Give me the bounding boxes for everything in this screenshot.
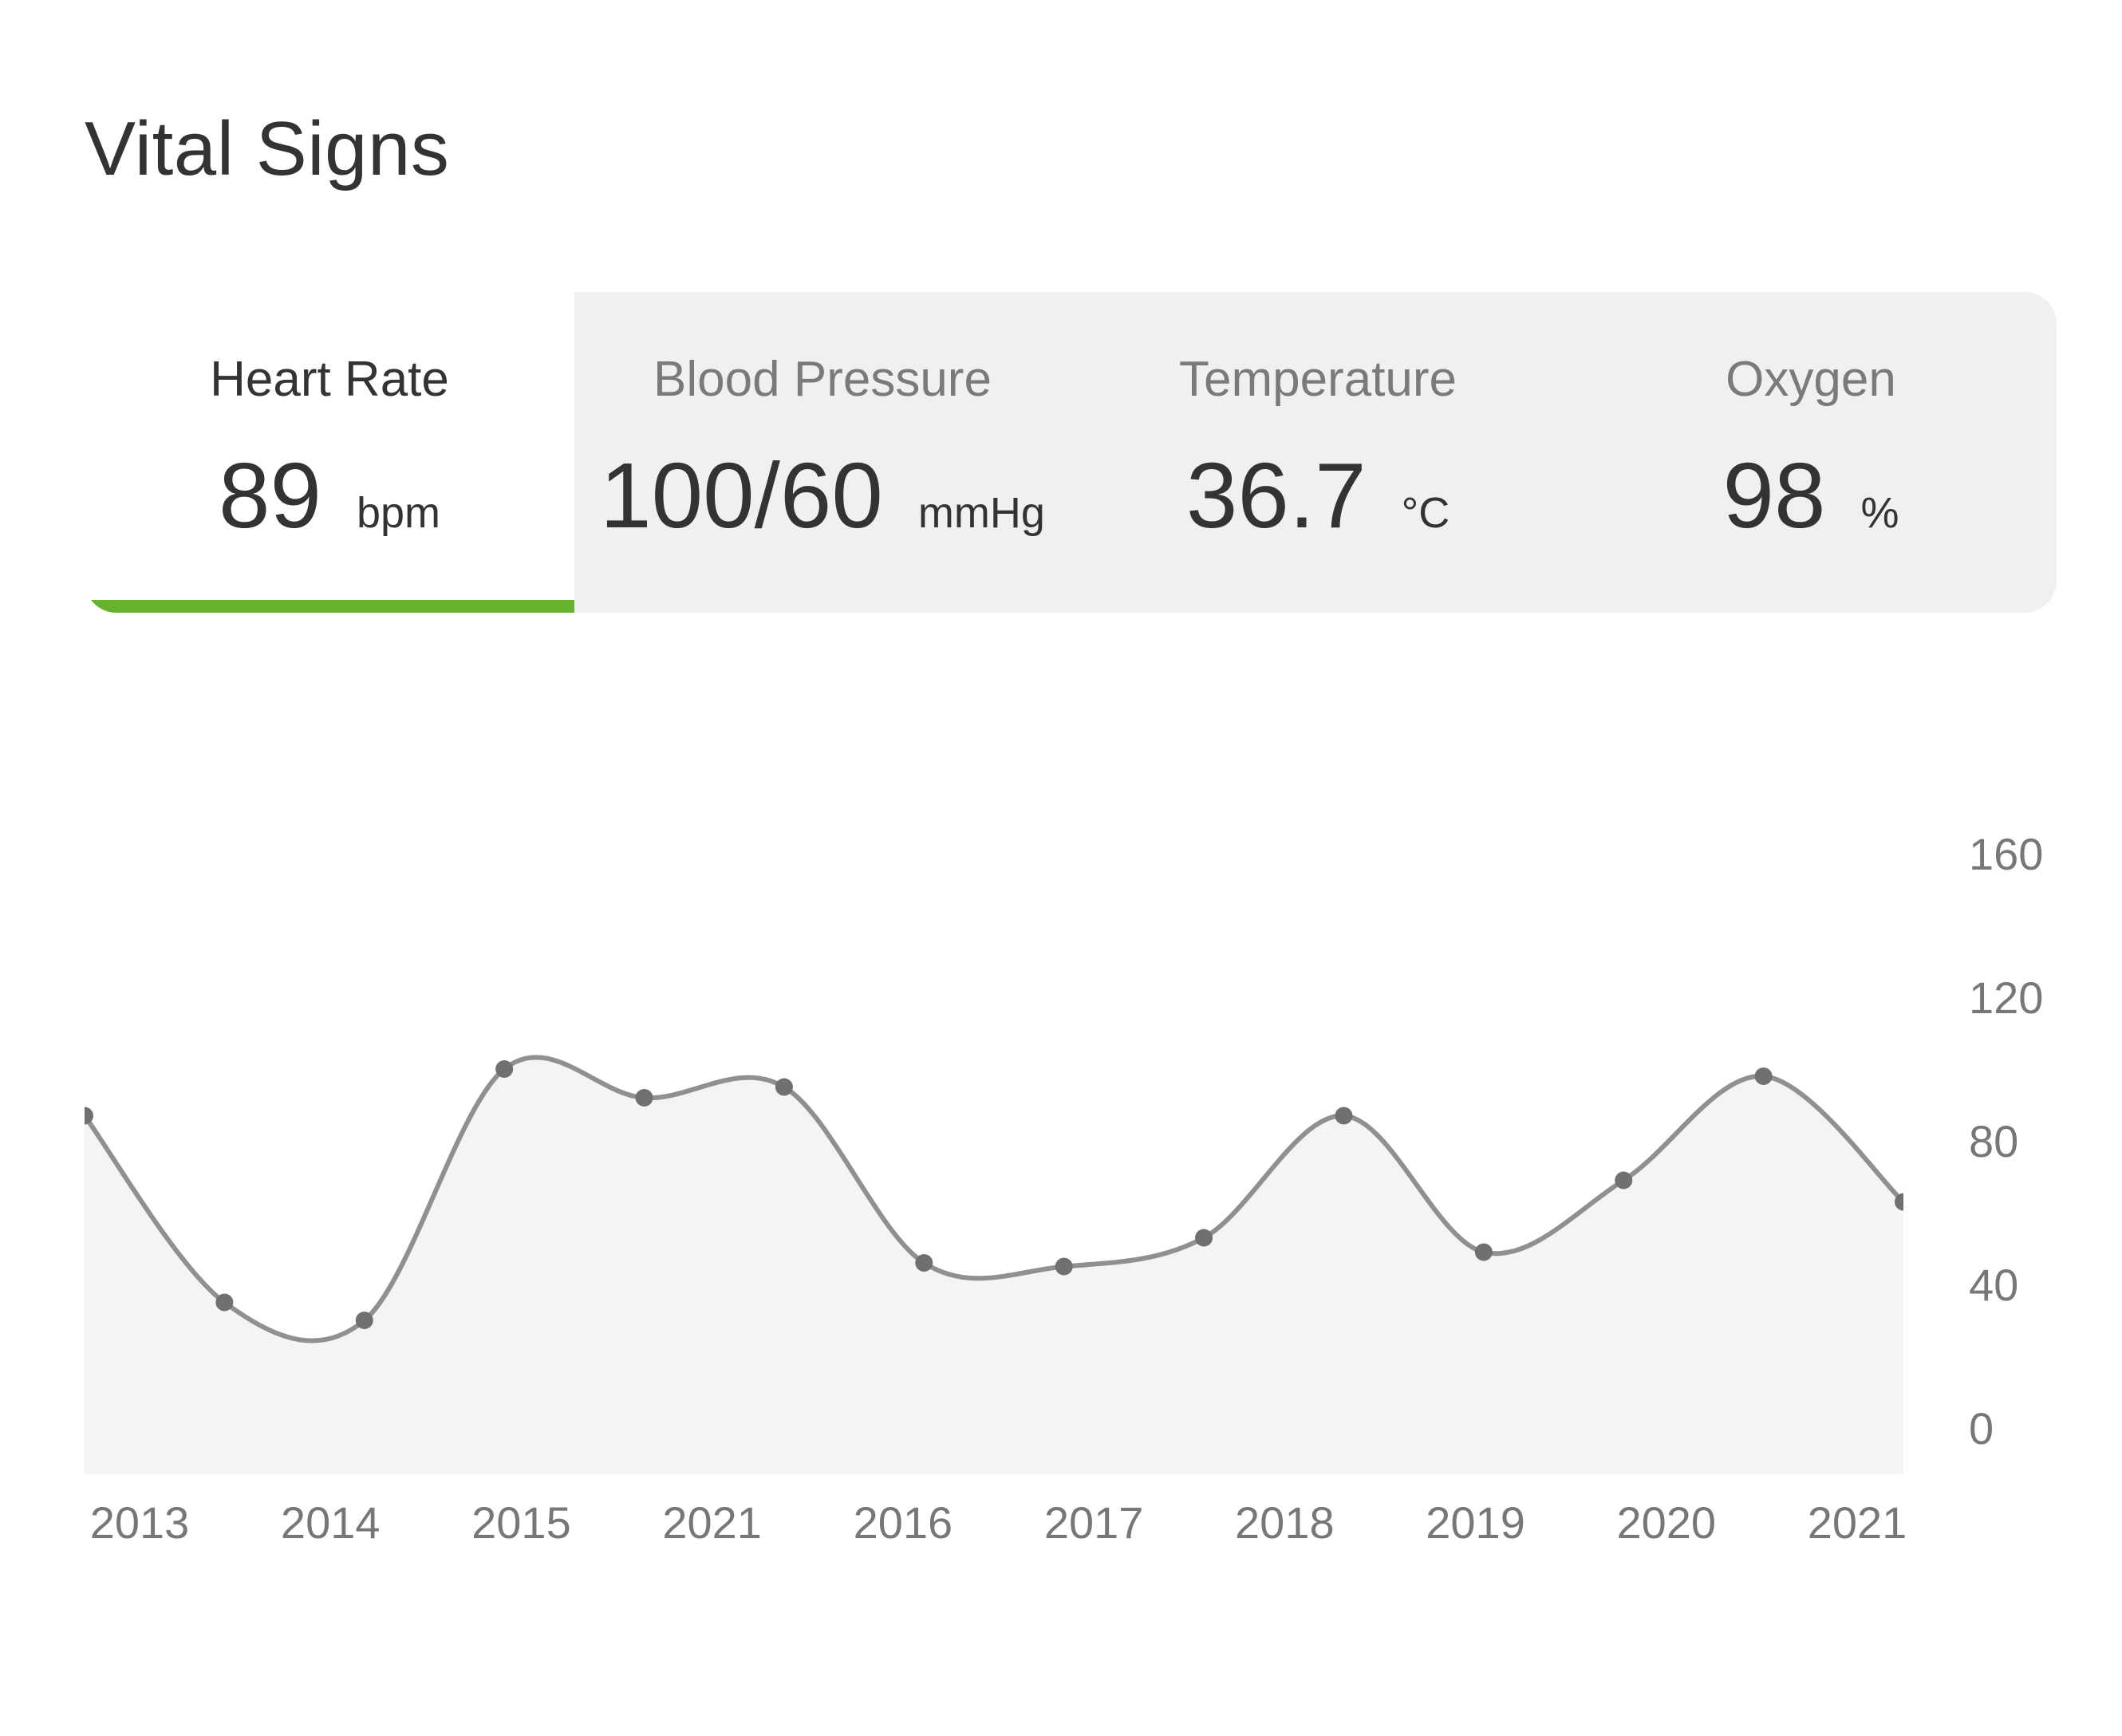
heart-rate-chart: 0 40 80 120 160 2013 2014 2015 2021 2016 2017 2018… bbox=[76, 829, 2043, 1548]
x-tick-label-4: 2016 bbox=[854, 1497, 953, 1548]
vitals-tab-bar: Heart Rate 89 bpm Blood Pressure 100/60 … bbox=[85, 292, 2057, 613]
x-tick-label-5: 2017 bbox=[1044, 1497, 1144, 1548]
active-tab-indicator bbox=[85, 600, 574, 613]
tab-temperature[interactable]: Temperature 36.7 °C bbox=[1071, 292, 1565, 613]
chart-point-9[interactable] bbox=[1335, 1107, 1353, 1125]
heart-rate-unit: bpm bbox=[356, 489, 441, 537]
heart-rate-value: 89 bbox=[218, 444, 321, 547]
chart-point-10[interactable] bbox=[1474, 1243, 1493, 1261]
chart-point-7[interactable] bbox=[1055, 1257, 1073, 1276]
tab-heart-rate[interactable]: Heart Rate 89 bpm bbox=[85, 292, 574, 613]
chart-point-3[interactable] bbox=[495, 1060, 514, 1078]
chart-point-4[interactable] bbox=[635, 1089, 653, 1107]
tab-blood-pressure[interactable]: Blood Pressure 100/60 mmHg bbox=[574, 292, 1071, 613]
blood-pressure-value: 100/60 bbox=[600, 444, 883, 547]
oxygen-unit: % bbox=[1860, 489, 1899, 537]
chart-point-11[interactable] bbox=[1615, 1171, 1633, 1190]
blood-pressure-unit: mmHg bbox=[917, 489, 1045, 537]
tab-blood-pressure-label: Blood Pressure bbox=[653, 352, 992, 407]
chart-point-2[interactable] bbox=[355, 1312, 373, 1329]
chart-point-8[interactable] bbox=[1195, 1229, 1213, 1247]
x-tick-label-2: 2015 bbox=[471, 1497, 571, 1548]
chart-point-6[interactable] bbox=[915, 1254, 933, 1272]
tab-temperature-label: Temperature bbox=[1178, 352, 1457, 407]
x-tick-label-3: 2021 bbox=[662, 1497, 762, 1548]
tab-oxygen[interactable]: Oxygen 98 % bbox=[1565, 292, 2057, 613]
x-tick-label-7: 2019 bbox=[1426, 1497, 1525, 1548]
oxygen-value: 98 bbox=[1722, 444, 1826, 547]
chart-point-13[interactable] bbox=[1895, 1193, 1912, 1211]
y-tick-label-0: 0 bbox=[1969, 1403, 1994, 1454]
y-tick-label-1: 40 bbox=[1969, 1260, 2018, 1310]
x-tick-label-0: 2013 bbox=[90, 1497, 190, 1548]
x-tick-label-8: 2020 bbox=[1616, 1497, 1716, 1548]
y-tick-label-4: 160 bbox=[1969, 829, 2043, 879]
chart-point-0[interactable] bbox=[76, 1107, 93, 1125]
chart-point-12[interactable] bbox=[1754, 1067, 1773, 1085]
tab-oxygen-label: Oxygen bbox=[1726, 352, 1896, 407]
temperature-unit: °C bbox=[1401, 489, 1450, 537]
chart-area-fill bbox=[85, 1057, 1903, 1474]
y-tick-label-3: 120 bbox=[1969, 973, 2043, 1023]
temperature-value: 36.7 bbox=[1185, 444, 1367, 547]
x-tick-label-9: 2021 bbox=[1808, 1497, 1907, 1548]
chart-point-5[interactable] bbox=[775, 1078, 793, 1096]
x-tick-label-6: 2018 bbox=[1235, 1497, 1335, 1548]
tab-heart-rate-label: Heart Rate bbox=[210, 352, 449, 407]
x-tick-label-1: 2014 bbox=[281, 1497, 381, 1548]
chart-point-1[interactable] bbox=[215, 1293, 234, 1312]
page-title: Vital Signs bbox=[85, 106, 450, 191]
y-tick-label-2: 80 bbox=[1969, 1116, 2018, 1166]
chart-series-line bbox=[85, 1055, 1903, 1343]
